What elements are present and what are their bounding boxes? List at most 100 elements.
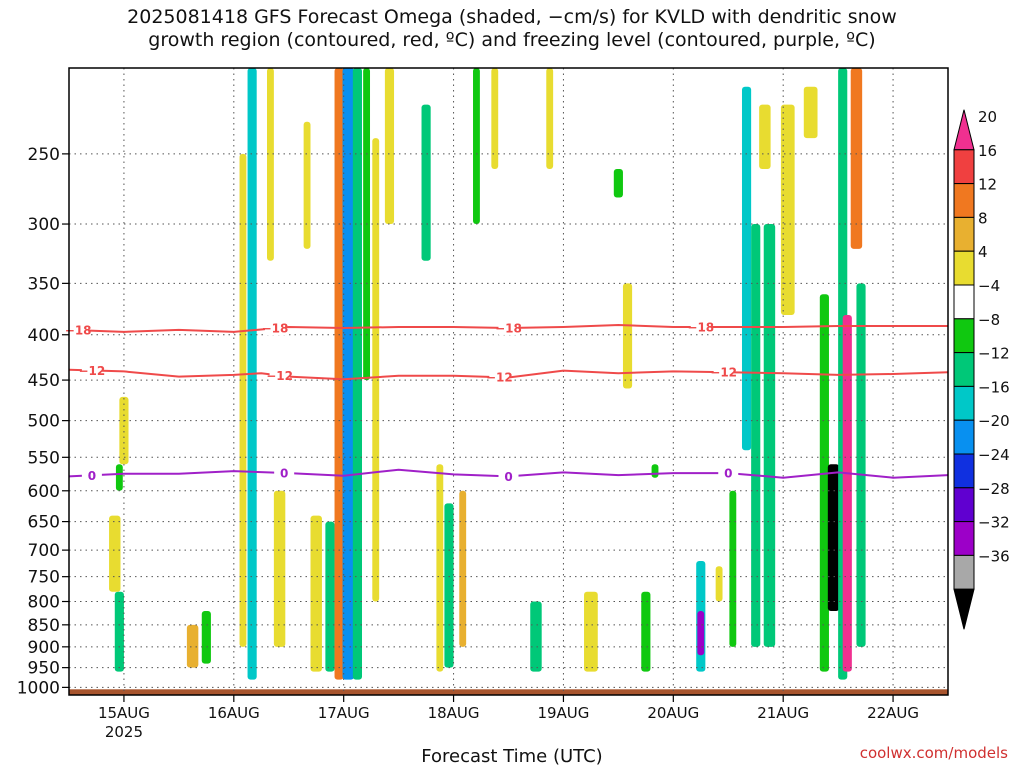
omega-cell-14 xyxy=(342,68,354,680)
dendritic-12-contour-line xyxy=(68,368,949,381)
dendritic-18-label-0: −18 xyxy=(65,324,92,338)
omega-cell-4 xyxy=(186,624,199,668)
colorbar-segment-2 xyxy=(953,521,975,556)
dendritic-12-label-0: −12 xyxy=(79,364,106,378)
omega-cell-37 xyxy=(751,224,761,647)
freezing-level-label-bg-3 xyxy=(718,466,739,481)
colorbar-label-7: −12 xyxy=(978,345,1010,363)
dendritic-18-label-1: −18 xyxy=(262,322,289,336)
omega-cell-10 xyxy=(273,490,286,647)
omega-cell-41 xyxy=(803,86,818,139)
chart-title-line1: 2025081418 GFS Forecast Omega (shaded, −… xyxy=(127,6,897,28)
y-tick-label-600: 600 xyxy=(28,482,60,502)
y-tick-label-950: 950 xyxy=(28,659,60,679)
y-tick-label-550: 550 xyxy=(28,448,60,468)
colorbar-label-9: −20 xyxy=(978,412,1010,430)
omega-cell-30 xyxy=(641,591,651,672)
colorbar-segment-11 xyxy=(953,216,975,252)
colorbar-label-1: 16 xyxy=(978,142,997,160)
x-tick-label-20AUG: 20AUG xyxy=(647,704,699,722)
omega-cell-21 xyxy=(444,503,454,668)
omega-cell-38 xyxy=(759,104,771,169)
dendritic-18-label-bg-1 xyxy=(265,321,286,336)
omega-cell-20 xyxy=(436,464,444,672)
x-tick-label-22AUG: 22AUG xyxy=(867,704,919,722)
y-tick-label-250: 250 xyxy=(28,145,60,165)
omega-cell-29 xyxy=(622,283,633,389)
omega-cell-23 xyxy=(473,68,480,225)
x-tick-label-19AUG: 19AUG xyxy=(537,704,589,722)
colorbar-segment-8 xyxy=(953,318,975,354)
omega-cell-2 xyxy=(109,515,121,592)
colorbar-top-arrow xyxy=(953,109,975,151)
freezing-level-label-bg-0 xyxy=(81,468,102,483)
dendritic-12-label-2: −12 xyxy=(486,371,513,385)
colorbar-label-5: −4 xyxy=(978,277,1000,295)
colorbar-segment-4 xyxy=(953,453,975,489)
freezing-level-label-1: 0 xyxy=(280,466,288,480)
colorbar-label-12: −32 xyxy=(978,514,1010,532)
chart-title: 2025081418 GFS Forecast Omega (shaded, −… xyxy=(0,6,1024,52)
colorbar-segment-3 xyxy=(953,487,975,523)
omega-cell-15 xyxy=(352,68,362,680)
omega-cell-39 xyxy=(763,224,776,647)
x-year-label: 2025 xyxy=(105,723,143,741)
colorbar-segment-9 xyxy=(953,284,975,320)
freezing-level-label-3: 0 xyxy=(724,467,732,481)
colorbar-segment-7 xyxy=(953,352,975,387)
omega-cell-5 xyxy=(201,611,211,664)
x-tick-label-18AUG: 18AUG xyxy=(428,704,480,722)
omega-cell-3 xyxy=(119,396,129,465)
omega-cell-43 xyxy=(827,464,840,612)
x-tick-label-15AUG: 15AUG xyxy=(98,704,150,722)
x-tick-label-17AUG: 17AUG xyxy=(318,704,370,722)
chart-title-line2: growth region (contoured, red, ºC) and f… xyxy=(148,29,876,51)
grid xyxy=(69,68,948,695)
colorbar-label-6: −8 xyxy=(978,311,1000,329)
colorbar-segment-13 xyxy=(953,149,975,185)
colorbar-label-13: −36 xyxy=(978,547,1010,565)
colorbar: 20 16 12 8 4 −4 −8 −12 −16 −20 −24 −28 −32 −36 xyxy=(953,108,1010,630)
y-axis: 2503003504004505005506006507007508008509… xyxy=(17,145,69,698)
colorbar-segment-10 xyxy=(953,250,975,286)
plot-frame xyxy=(68,67,949,696)
y-tick-label-350: 350 xyxy=(28,274,60,294)
dendritic-18-label-bg-0 xyxy=(68,323,89,338)
dendritic-18-label-2: −18 xyxy=(495,321,522,335)
omega-cell-42 xyxy=(819,294,829,672)
colorbar-bottom-arrow xyxy=(953,588,975,630)
dendritic-18-label-bg-3 xyxy=(690,319,711,334)
colorbar-label-8: −16 xyxy=(978,378,1010,396)
omega-cell-45 xyxy=(842,315,852,672)
dendritic-12-label-bg-0 xyxy=(81,363,102,378)
x-tick-label-16AUG: 16AUG xyxy=(208,704,260,722)
omega-cell-7 xyxy=(239,153,247,647)
x-tick-label-21AUG: 21AUG xyxy=(757,704,809,722)
dendritic-12-label-3: −12 xyxy=(710,366,737,380)
freezing-level-label-bg-1 xyxy=(274,465,295,480)
dendritic-18-label-bg-2 xyxy=(498,320,519,335)
colorbar-label-2: 12 xyxy=(978,176,997,194)
colorbar-label-3: 8 xyxy=(978,209,988,227)
omega-cell-13 xyxy=(334,68,344,680)
omega-cell-22 xyxy=(459,490,467,647)
y-tick-label-500: 500 xyxy=(28,412,60,432)
colorbar-segment-12 xyxy=(953,183,975,218)
omega-cell-27 xyxy=(584,591,598,672)
omega-cell-8 xyxy=(267,68,274,261)
omega-cell-26 xyxy=(546,68,554,169)
surface-layer xyxy=(69,689,948,695)
colorbar-label-11: −28 xyxy=(978,480,1010,498)
freezing-level-label-bg-2 xyxy=(498,469,519,484)
colorbar-segment-1 xyxy=(953,554,975,590)
y-tick-label-900: 900 xyxy=(28,638,60,658)
omega-cell-36 xyxy=(741,86,752,451)
y-tick-label-450: 450 xyxy=(28,371,60,391)
omega-cell-35 xyxy=(729,490,737,647)
dendritic-12-label-bg-2 xyxy=(489,370,510,385)
y-tick-label-800: 800 xyxy=(28,593,60,613)
contours: −18 −18 −18 −18 −12 −12 −12 −12 0 0 0 0 xyxy=(65,319,949,484)
y-tick-label-1000: 1000 xyxy=(17,678,60,698)
omega-cell-9 xyxy=(303,121,311,249)
